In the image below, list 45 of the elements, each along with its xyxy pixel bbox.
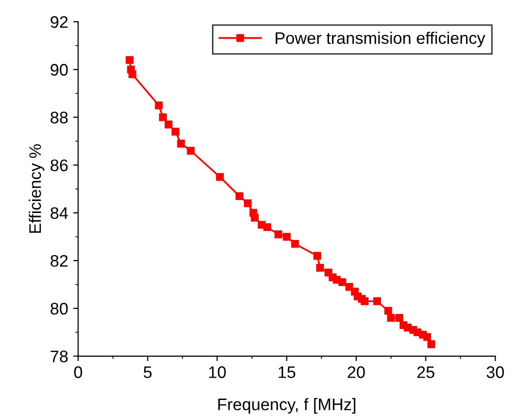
point — [373, 297, 381, 306]
point — [338, 278, 346, 286]
x-tick-label: 5 — [144, 366, 152, 378]
point — [313, 252, 322, 260]
point — [128, 70, 136, 78]
point — [384, 306, 392, 315]
point — [291, 240, 299, 248]
y-tick-label: 92 — [50, 16, 68, 28]
x-tick-label: 20 — [348, 366, 365, 378]
x-tick-label: 15 — [278, 366, 296, 378]
point — [387, 314, 395, 322]
point — [282, 232, 291, 241]
y-tick-label: 86 — [50, 159, 68, 172]
point — [345, 282, 354, 291]
x-tick-label: 30 — [486, 366, 504, 378]
y-tick-label: 88 — [50, 112, 68, 124]
point — [186, 146, 195, 155]
point — [316, 264, 324, 272]
point — [244, 199, 252, 208]
x-tick-label: 0 — [74, 366, 82, 378]
point — [216, 173, 224, 181]
point — [263, 223, 272, 232]
y-axis-title: Efficiency % — [28, 144, 44, 233]
point — [154, 101, 163, 110]
legend-label: Power transmision efficiency — [276, 32, 486, 48]
y-tick-label: 78 — [50, 350, 68, 362]
point — [250, 214, 259, 222]
y-tick-label: 82 — [50, 254, 68, 267]
point — [360, 297, 368, 306]
point — [427, 340, 436, 348]
x-axis-title: Frequency, f [MHz] — [218, 398, 356, 414]
point — [164, 120, 172, 128]
point — [236, 192, 244, 200]
x-tick-label: 25 — [417, 366, 434, 378]
y-tick-label: 90 — [50, 64, 68, 76]
y-tick-label: 80 — [50, 302, 68, 315]
point — [274, 230, 282, 238]
point — [126, 56, 134, 64]
point — [159, 113, 167, 122]
point — [395, 314, 404, 322]
point — [177, 140, 185, 148]
point — [172, 128, 180, 136]
point — [423, 333, 432, 341]
y-tick-label: 84 — [50, 207, 68, 220]
x-tick-label: 10 — [209, 366, 226, 378]
